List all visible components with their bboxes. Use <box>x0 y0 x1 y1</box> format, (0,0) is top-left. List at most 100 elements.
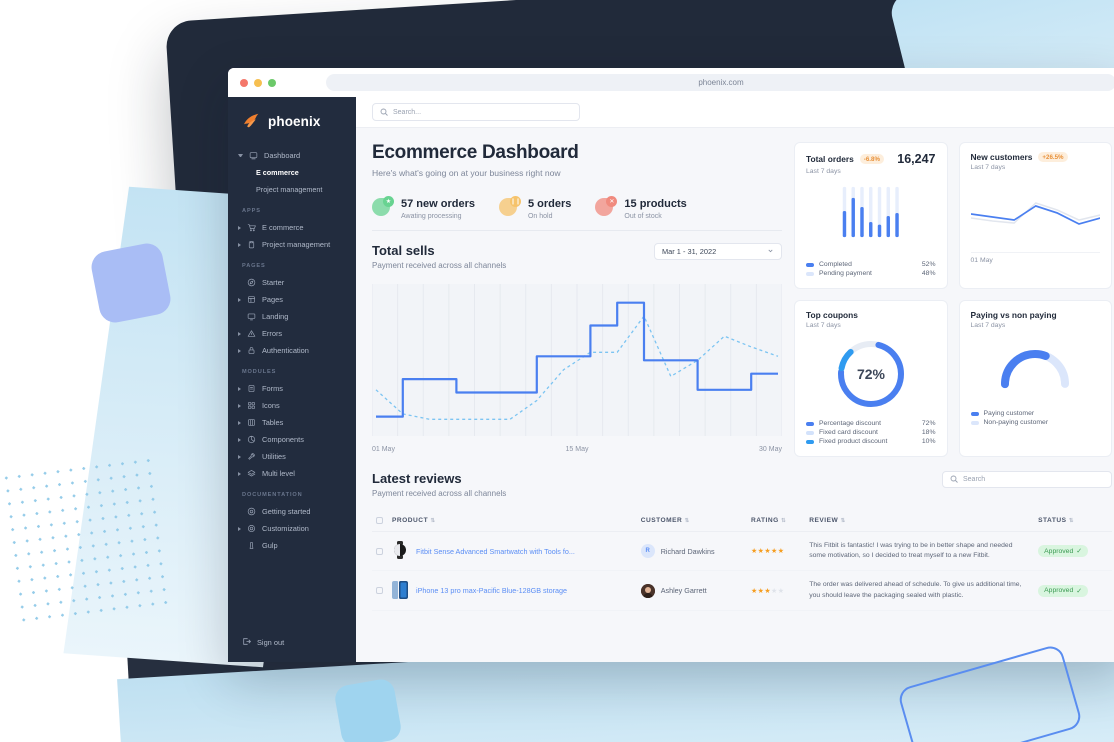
card-total-orders-sub: Last 7 days <box>806 168 841 175</box>
layers-icon <box>247 469 256 478</box>
cart-icon <box>247 223 256 232</box>
product-image-cell <box>388 531 412 572</box>
cards-row-2: Top coupons Last 7 days 72% <box>794 300 1112 457</box>
column-header-review[interactable]: REVIEW ⇅ <box>805 510 1035 532</box>
column-header-label: RATING <box>751 517 779 524</box>
card-new-customers-axis: 01 May <box>970 252 1100 264</box>
reviews-table-body: Fitbit Sense Advanced Smartwatch with To… <box>372 531 1112 611</box>
sidebar-item-project-management[interactable]: Project management <box>228 236 356 253</box>
sidebar-section-label: PAGES <box>242 263 266 269</box>
sidebar-item-multi-level[interactable]: Multi level <box>228 465 356 482</box>
reviews-search-input[interactable]: Search <box>942 471 1112 488</box>
sidebar-item-dashboard[interactable]: Dashboard <box>228 147 356 164</box>
product-link[interactable]: iPhone 13 pro max-Pacific Blue-128GB sto… <box>416 586 568 596</box>
total-sells-title: Total sells <box>372 243 435 258</box>
legend-label: Fixed product discount <box>819 438 888 445</box>
sidebar-item-starter[interactable]: Starter <box>228 274 356 291</box>
card-paying-legend: Paying customer Non-paying customer <box>970 409 1101 427</box>
sidebar-item-authentication[interactable]: Authentication <box>228 342 356 359</box>
sidebar-item-customization[interactable]: Customization <box>228 520 356 537</box>
sidebar-item-label: Pages <box>262 295 283 304</box>
decor-blue-square-bottom <box>333 677 403 742</box>
legend-swatch <box>806 421 814 426</box>
row-checkbox[interactable] <box>376 587 383 595</box>
table-row[interactable]: iPhone 13 pro max-Pacific Blue-128GB sto… <box>372 570 1112 611</box>
chevron-right-icon <box>238 348 241 353</box>
address-bar-url: phoenix.com <box>698 78 744 87</box>
sort-icon[interactable]: ⇅ <box>781 518 787 524</box>
column-header-product[interactable]: PRODUCT ⇅ <box>388 510 637 532</box>
search-input[interactable]: Search... <box>372 103 580 121</box>
sort-icon[interactable]: ⇅ <box>1068 518 1074 524</box>
card-paying-vs-non-paying: Paying vs non paying Last 7 days Paying … <box>958 300 1112 457</box>
search-icon <box>380 103 388 121</box>
legend-value: 10% <box>921 438 936 445</box>
axis-tick-label: 01 May <box>372 446 395 453</box>
new-customers-sparkline <box>970 202 1101 225</box>
table-row[interactable]: Fitbit Sense Advanced Smartwatch with To… <box>372 531 1112 572</box>
total-sells-axis: 01 May 15 May 30 May <box>372 446 782 453</box>
legend-swatch <box>806 262 814 267</box>
sidebar-item-errors[interactable]: Errors <box>228 325 356 342</box>
sidebar-item-e-commerce[interactable]: E commerce <box>228 164 356 181</box>
column-header-rating[interactable]: RATING ⇅ <box>747 510 806 532</box>
sidebar-item-forms[interactable]: Forms <box>228 380 356 397</box>
review-cell: This Fitbit is fantastic! I was trying t… <box>805 531 1035 572</box>
sidebar-item-icons[interactable]: Icons <box>228 397 356 414</box>
sign-out-button[interactable]: Sign out <box>228 637 356 648</box>
chevron-right-icon <box>238 297 241 302</box>
card-new-customers-sub: Last 7 days <box>970 164 1006 171</box>
brand-name: phoenix <box>268 113 321 129</box>
sidebar-item-pages[interactable]: Pages <box>228 291 356 308</box>
table-icon <box>247 418 256 427</box>
minimize-window-button[interactable] <box>254 78 262 87</box>
card-total-orders-legend: Completed 52% Pending payment 48% <box>806 260 936 278</box>
form-icon <box>247 384 256 393</box>
column-header-customer[interactable]: CUSTOMER ⇅ <box>636 510 747 532</box>
select-all-checkbox[interactable] <box>376 517 383 524</box>
card-paying-title: Paying vs non paying <box>970 310 1057 320</box>
legend-row: Non-paying customer <box>970 418 1101 427</box>
sidebar-item-project-management[interactable]: Project management <box>228 181 356 198</box>
brand[interactable]: phoenix <box>228 97 356 147</box>
rating-cell: ★★★★★ <box>747 531 806 572</box>
stars-filled: ★★★ <box>751 587 772 595</box>
sort-icon[interactable]: ⇅ <box>430 518 436 524</box>
product-link[interactable]: Fitbit Sense Advanced Smartwatch with To… <box>416 546 575 556</box>
page-subtitle: Here's what's going on at your business … <box>372 168 561 178</box>
wrench-icon <box>247 452 256 461</box>
quick-stat: ❙❙ 5 orders On hold <box>498 194 571 220</box>
sidebar-item-label: Icons <box>262 401 280 410</box>
stars-filled: ★★★★★ <box>751 548 785 556</box>
date-range-select[interactable]: Mar 1 - 31, 2022 <box>654 243 782 260</box>
maximize-window-button[interactable] <box>268 78 276 87</box>
sidebar-item-landing[interactable]: Landing <box>228 308 356 325</box>
avatar <box>640 583 655 598</box>
product-cell: iPhone 13 pro max-Pacific Blue-128GB sto… <box>412 570 637 611</box>
chevron-right-icon <box>238 471 241 476</box>
sidebar-item-tables[interactable]: Tables <box>228 414 356 431</box>
chevron-down-icon <box>767 247 774 256</box>
legend-swatch <box>806 430 814 435</box>
sidebar-item-e-commerce[interactable]: E commerce <box>228 219 356 236</box>
column-header-status[interactable]: STATUS ⇅ <box>1034 510 1112 532</box>
row-checkbox[interactable] <box>376 547 383 555</box>
sidebar-item-components[interactable]: Components <box>228 431 356 448</box>
sidebar-item-gulp[interactable]: Gulp <box>228 537 356 554</box>
legend-label: Pending payment <box>819 270 872 277</box>
sort-icon[interactable]: ⇅ <box>684 518 690 524</box>
quick-stat: ★ 57 new orders Awating processing <box>372 194 475 220</box>
close-window-button[interactable] <box>240 78 248 87</box>
quick-stat-value: 57 new orders <box>401 198 475 210</box>
close-icon: ✕ <box>595 196 618 218</box>
address-bar[interactable]: phoenix.com <box>326 74 1114 91</box>
sidebar-item-utilities[interactable]: Utilities <box>228 448 356 465</box>
sidebar-item-getting-started[interactable]: Getting started <box>228 503 356 520</box>
chevron-right-icon <box>238 420 241 425</box>
rating-cell: ★★★★★ <box>747 570 806 611</box>
legend-row: Paying customer <box>970 409 1101 418</box>
card-top-coupons-title: Top coupons <box>806 310 858 320</box>
status-label: Approved <box>1044 547 1074 555</box>
sort-icon[interactable]: ⇅ <box>840 518 846 524</box>
sidebar-item-label: Authentication <box>262 346 309 355</box>
